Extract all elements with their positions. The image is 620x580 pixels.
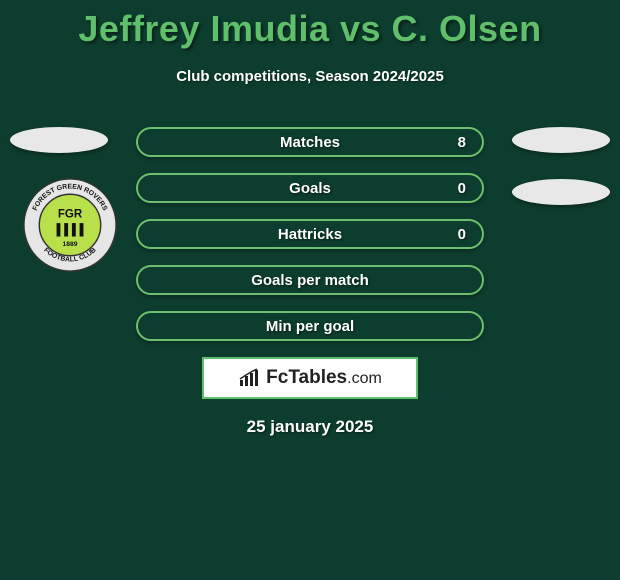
player-right-club-placeholder: [512, 179, 610, 205]
comparison-subtitle: Club competitions, Season 2024/2025: [0, 68, 620, 85]
stat-label: Hattricks: [278, 226, 342, 243]
brand-text: FcTables.com: [266, 367, 382, 389]
stat-label: Goals: [289, 180, 331, 197]
stat-bar-goals-per-match: Goals per match: [136, 265, 484, 295]
svg-text:1889: 1889: [63, 241, 78, 248]
player-right-avatar-placeholder: [512, 127, 610, 153]
content-area: FOREST GREEN ROVERS FOOTBALL CLUB FGR 18…: [0, 127, 620, 437]
stat-label: Min per goal: [266, 318, 354, 335]
stat-bar-goals: Goals 0: [136, 173, 484, 203]
stat-bar-matches: Matches 8: [136, 127, 484, 157]
stat-bar-min-per-goal: Min per goal: [136, 311, 484, 341]
svg-text:FGR: FGR: [58, 208, 83, 220]
player-left-club-badge: FOREST GREEN ROVERS FOOTBALL CLUB FGR 18…: [22, 177, 118, 273]
brand-box[interactable]: FcTables.com: [202, 357, 418, 399]
player-left-avatar-placeholder: [10, 127, 108, 153]
snapshot-date: 25 january 2025: [0, 417, 620, 437]
stat-label: Matches: [280, 134, 340, 151]
stat-value: 0: [458, 180, 466, 197]
stat-label: Goals per match: [251, 272, 369, 289]
brand-chart-icon: [238, 368, 262, 388]
stat-bar-hattricks: Hattricks 0: [136, 219, 484, 249]
stat-value: 8: [458, 134, 466, 151]
comparison-title: Jeffrey Imudia vs C. Olsen: [0, 0, 620, 50]
stat-bars: Matches 8 Goals 0 Hattricks 0 Goals per …: [136, 127, 484, 341]
stat-value: 0: [458, 226, 466, 243]
